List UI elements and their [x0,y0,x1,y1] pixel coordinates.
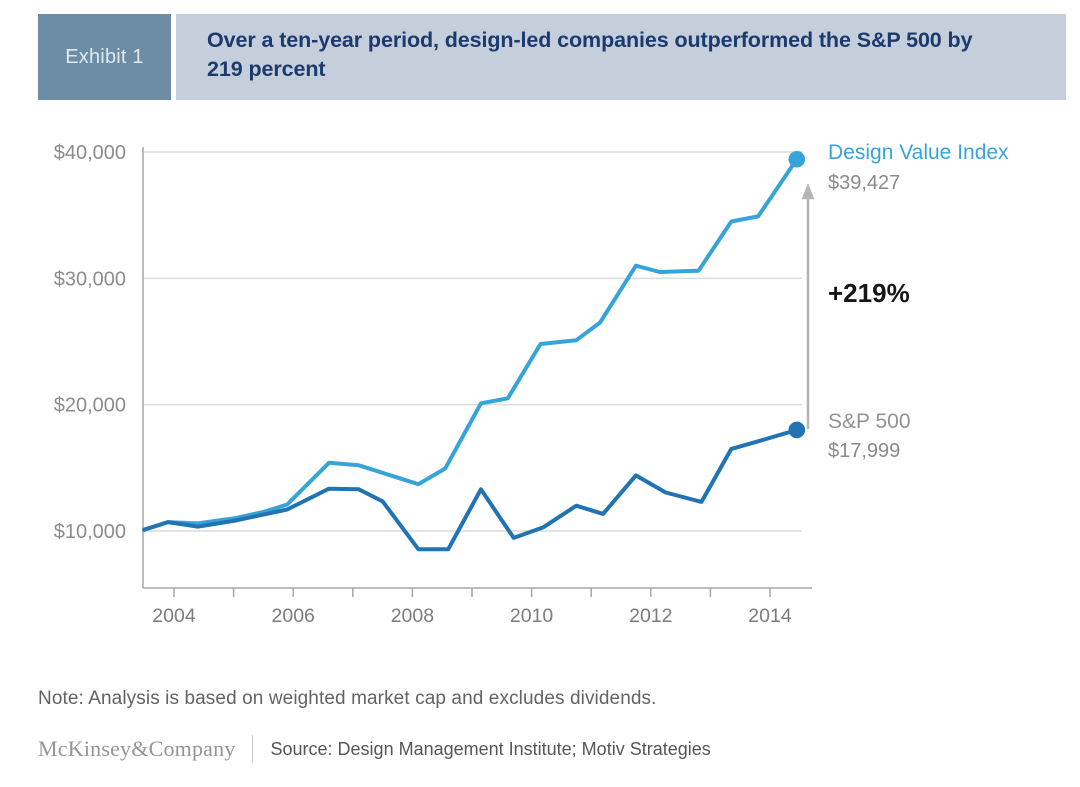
x-tick-label: 2004 [152,605,196,627]
series-end-value-sp500: $17,999 [828,440,901,462]
y-tick-label: $20,000 [54,395,126,417]
x-tick-label: 2012 [629,605,672,627]
exhibit-badge: Exhibit 1 [38,14,171,100]
footnote: Note: Analysis is based on weighted mark… [38,688,657,709]
footer: McKinsey&Company Source: Design Manageme… [38,735,1038,763]
y-tick-label: $30,000 [54,268,126,290]
exhibit-title-band: Over a ten-year period, design-led compa… [176,14,1066,100]
x-tick-label: 2010 [510,605,554,627]
series-end-dot [788,150,806,168]
series-line [142,157,799,532]
y-tick-label: $10,000 [54,521,126,543]
delta-annotation: +219% [828,278,910,308]
series-label-sp500: S&P 500 [828,410,911,433]
y-tick-label: $40,000 [54,142,126,164]
delta-arrow-head [801,183,815,200]
mckinsey-logo: McKinsey&Company [38,736,236,761]
series-line [142,427,799,552]
x-tick-label: 2014 [748,605,792,627]
series-label-design-value-index: Design Value Index [828,141,1009,164]
x-tick-label: 2006 [272,605,315,627]
x-tick-label: 2008 [391,605,434,627]
source-line: Source: Design Management Institute; Mot… [270,738,711,759]
line-chart: $10,000 $20,000 $30,000 $40,000 2004 2006 2008… [54,142,815,627]
footer-divider [251,735,253,763]
exhibit-title: Over a ten-year period, design-led compa… [207,28,973,81]
series-end-value-design-value-index: $39,427 [828,172,901,194]
series-end-dot [788,421,806,439]
